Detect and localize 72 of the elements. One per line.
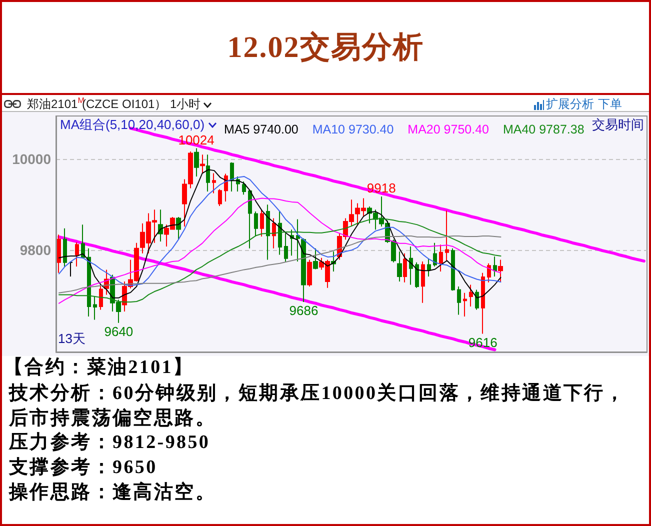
candlestick (254, 210, 258, 237)
chart-title: 12.02交易分析 (227, 30, 424, 66)
annotation: 9640 (104, 324, 134, 339)
text: MA20 9750.40 (408, 122, 490, 136)
candlestick (260, 209, 264, 237)
candlestick (487, 262, 491, 283)
candlestick (493, 256, 497, 278)
y-tick-label: 10000 (12, 151, 52, 168)
candlestick (439, 244, 443, 272)
candlestick (475, 289, 479, 310)
text: MA5 9740.00 (224, 122, 298, 136)
candlestick (266, 204, 270, 260)
candlestick (230, 162, 234, 192)
annotation: 9686 (289, 302, 318, 318)
candlestick (290, 229, 294, 256)
text: 扩展分析 (546, 97, 594, 112)
candlestick (284, 232, 288, 262)
legend-title: MA组合(5,10,20,40,60,0) (60, 117, 205, 133)
text: 操作思路：逢高沽空。 (9, 482, 216, 504)
candlestick (313, 248, 318, 270)
annotation: 9918 (366, 180, 396, 196)
candlestick (248, 189, 252, 249)
candlestick (445, 210, 449, 262)
annotation: 10024 (178, 132, 214, 148)
candlestick (272, 218, 276, 249)
line-series (58, 236, 502, 294)
candlestick (194, 148, 199, 177)
y-tick-label: 9800 (20, 242, 52, 258)
text: 1小时 (170, 97, 201, 112)
candlestick (397, 251, 402, 282)
candlestick (307, 259, 312, 288)
candlestick (212, 172, 216, 194)
text: 下单 (598, 97, 622, 112)
candlestick (421, 261, 425, 304)
text: MA10 9730.40 (312, 122, 394, 136)
text: 压力参考：9812-9850 (9, 432, 210, 454)
line-series (58, 218, 502, 302)
candlestick (457, 286, 461, 316)
candlestick (427, 258, 431, 278)
candlestick (469, 284, 473, 308)
candlestick (433, 242, 437, 268)
candlestick (200, 154, 205, 174)
annotation: 9616 (468, 334, 498, 350)
text: MA40 9787.38 (502, 122, 584, 136)
candlestick (176, 216, 181, 240)
candlestick (158, 209, 163, 242)
candlestick (403, 252, 407, 283)
candlestick (57, 234, 61, 274)
text: 【合约：菜油2101】 (4, 357, 194, 379)
candlestick (242, 180, 246, 196)
candlestick (409, 246, 413, 286)
text: 技术分析：60分钟级别，短期承压10000关口回落，维持通道下行， (9, 383, 626, 405)
candlestick (93, 296, 97, 320)
candlestick (296, 218, 300, 262)
candlestick (451, 248, 455, 292)
candlestick (87, 248, 91, 318)
candlestick (278, 210, 282, 256)
candlestick (75, 242, 79, 268)
candlestick (81, 224, 85, 259)
candlestick (415, 262, 419, 288)
candlestick (218, 188, 222, 207)
candlestick (206, 154, 210, 192)
candlestick (463, 292, 467, 318)
candlestick (63, 228, 67, 268)
candlestick (301, 238, 306, 302)
text: 后市持震荡偏空思路。 (9, 408, 216, 430)
candlestick (481, 272, 485, 334)
candlestick (498, 259, 503, 282)
text: 支撑参考：9650 (9, 457, 158, 479)
annotation: 13天 (58, 331, 86, 347)
candlestick (69, 261, 73, 278)
annotation: 交易时间 (592, 117, 644, 133)
